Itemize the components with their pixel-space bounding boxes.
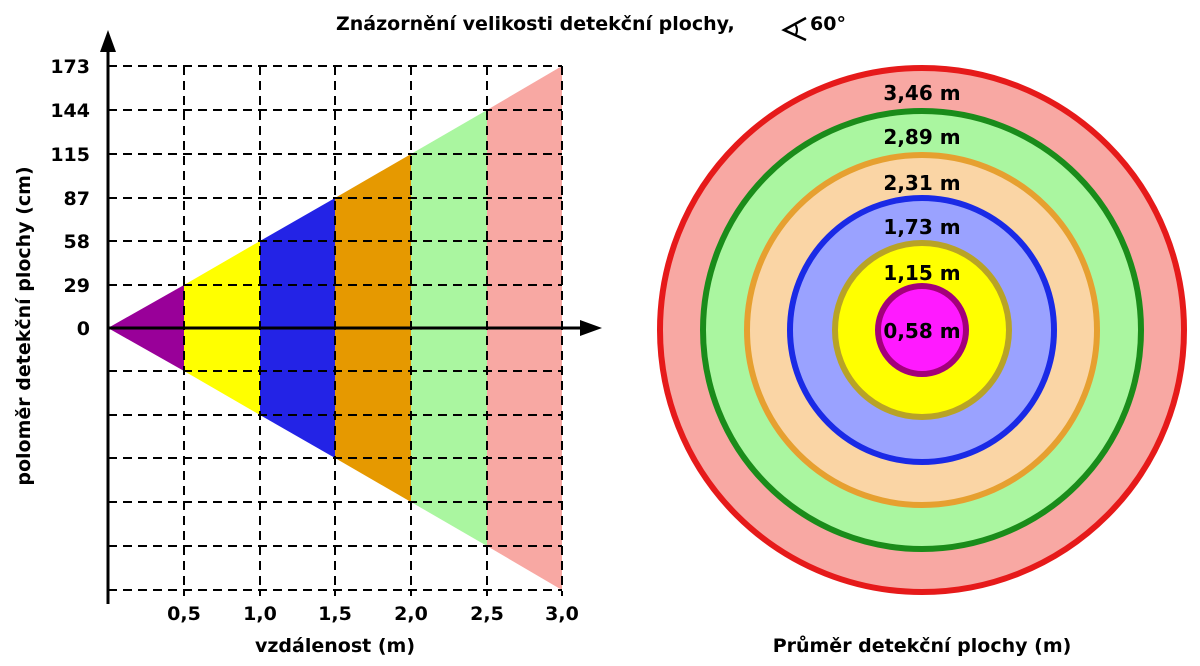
angle-label: 60° <box>810 13 846 35</box>
axes <box>100 30 602 604</box>
diameter-caption: Průměr detekční plochy (m) <box>773 634 1072 657</box>
ring-label: 2,31 m <box>883 171 960 195</box>
x-tick-label: 1,0 <box>243 603 277 625</box>
x-tick-label: 0,5 <box>167 603 201 625</box>
y-tick-label: 173 <box>50 56 90 78</box>
x-axis-title: vzdálenost (m) <box>255 635 415 657</box>
x-tick-label: 1,5 <box>318 603 352 625</box>
x-tick-labels: 0,5 1,0 1,5 2,0 2,5 3,0 <box>167 603 579 625</box>
diagram-title: Znázornění velikosti detekční plochy, <box>336 13 735 35</box>
y-tick-label: 115 <box>50 144 90 166</box>
ring-label: 3,46 m <box>883 81 960 105</box>
y-tick-label: 58 <box>64 231 90 253</box>
y-tick-label: 87 <box>64 188 90 210</box>
y-tick-label: 0 <box>77 318 90 340</box>
x-tick-label: 2,0 <box>394 603 428 625</box>
ring-0-58m <box>875 283 969 377</box>
angle-icon <box>781 16 807 42</box>
y-axis-arrow <box>100 30 116 52</box>
y-axis-title: poloměr detekční plochy (cm) <box>13 166 35 485</box>
ring-label: 2,89 m <box>883 125 960 149</box>
y-tick-label: 29 <box>64 275 90 297</box>
x-tick-label: 3,0 <box>545 603 579 625</box>
x-axis-arrow <box>580 320 602 336</box>
y-tick-label: 144 <box>50 100 90 122</box>
ring-label: 1,15 m <box>883 261 960 285</box>
ring-label: 0,58 m <box>883 319 960 343</box>
ring-labels: 3,46 m 2,89 m 2,31 m 1,73 m 1,15 m 0,58 … <box>883 81 960 343</box>
grid <box>108 65 563 596</box>
concentric-rings <box>657 65 1187 595</box>
ring-label: 1,73 m <box>883 215 960 239</box>
x-tick-label: 2,5 <box>470 603 504 625</box>
y-tick-labels: 173 144 115 87 58 29 0 <box>50 56 90 340</box>
